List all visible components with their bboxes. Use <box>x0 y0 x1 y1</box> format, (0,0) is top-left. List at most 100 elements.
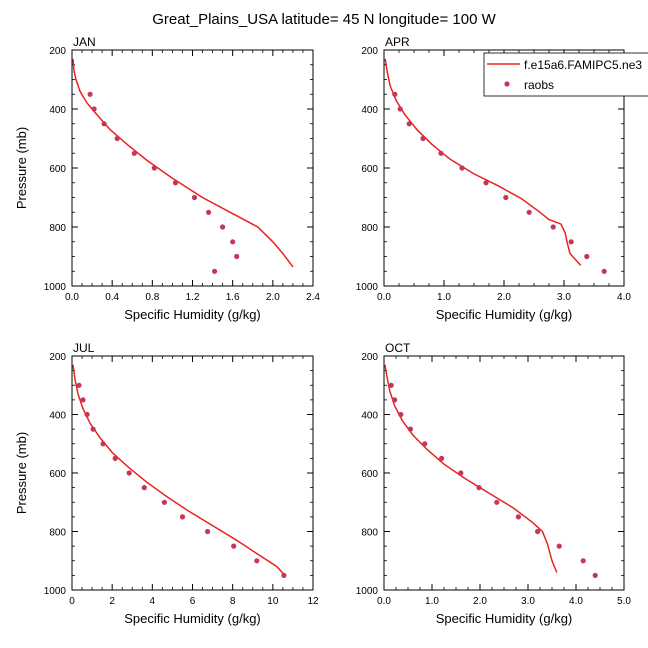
model-line <box>384 364 558 573</box>
x-tick-label: 2.0 <box>497 292 511 303</box>
y-tick-label: 800 <box>49 223 66 234</box>
obs-point <box>112 455 118 461</box>
panel-jul: JUL 0 2 4 6 8 10 12 200 400 600 800 1000 Specific Hum… <box>14 341 319 626</box>
obs-point <box>422 441 428 447</box>
y-tick-label: 800 <box>361 528 378 539</box>
obs-point <box>458 470 464 476</box>
obs-point <box>535 528 541 535</box>
x-tick-label: 0.0 <box>377 596 391 607</box>
x-tick-label: 4.0 <box>617 292 631 303</box>
obs-point <box>281 572 287 579</box>
obs-point <box>179 514 186 520</box>
obs-point <box>254 558 260 564</box>
model-line <box>72 364 286 576</box>
figure-title: Great_Plains_USA latitude= 45 N longitud… <box>152 11 496 28</box>
legend-obs-marker <box>504 81 510 87</box>
obs-point <box>234 253 240 260</box>
x-axis-label: Specific Humidity (g/kg) <box>436 307 573 322</box>
obs-point <box>141 485 147 491</box>
x-tick-label: 1.0 <box>437 292 451 303</box>
y-tick-label: 600 <box>361 469 378 480</box>
obs-point <box>459 165 465 171</box>
obs-point <box>191 194 198 201</box>
obs-point <box>526 209 532 215</box>
x-tick-label: 0.4 <box>105 292 119 303</box>
obs-point <box>101 121 107 127</box>
y-tick-label: 600 <box>361 164 378 175</box>
x-axis-label: Specific Humidity (g/kg) <box>124 611 261 626</box>
x-tick-label: 3.0 <box>521 596 535 607</box>
obs-point <box>80 397 86 403</box>
y-tick-label: 600 <box>49 164 66 175</box>
y-tick-label: 200 <box>361 46 378 57</box>
x-tick-label: 2.0 <box>266 292 280 303</box>
panel-apr: APR 0.0 1.0 2.0 3.0 4.0 200 400 600 800 1000 Specif… <box>356 35 632 322</box>
obs-point <box>494 499 500 505</box>
plot-frame <box>71 49 314 287</box>
obs-point <box>550 224 556 230</box>
x-tick-label: 4.0 <box>569 596 583 607</box>
y-tick-label: 600 <box>49 469 66 480</box>
obs-point <box>87 91 93 97</box>
obs-point <box>100 441 106 447</box>
x-tick-label: 5.0 <box>617 596 631 607</box>
obs-point <box>90 426 96 432</box>
y-axis-label: Pressure (mb) <box>14 432 29 514</box>
plot-frame <box>71 355 314 591</box>
y-axis-label: Pressure (mb) <box>14 127 29 209</box>
x-tick-label: 0.8 <box>145 292 159 303</box>
obs-point <box>212 268 218 274</box>
obs-point <box>584 253 590 260</box>
obs-point <box>601 268 607 274</box>
x-tick-label: 0.0 <box>65 292 79 303</box>
model-line <box>72 58 294 268</box>
obs-point <box>206 209 212 215</box>
x-tick-label: 1.6 <box>226 292 240 303</box>
obs-point <box>397 106 403 112</box>
x-tick-label: 2 <box>109 596 115 607</box>
obs-point <box>205 528 211 535</box>
obs-point <box>592 572 598 579</box>
obs-point <box>503 194 509 201</box>
y-tick-label: 200 <box>49 46 66 57</box>
panel-label: JAN <box>73 35 96 49</box>
legend: f.e15a6.FAMIPC5.ne3 raobs <box>483 52 648 97</box>
y-tick-label: 400 <box>49 105 66 116</box>
obs-point <box>438 150 444 156</box>
x-tick-label: 12 <box>307 596 319 607</box>
y-tick-label: 200 <box>49 352 66 363</box>
x-tick-label: 1.2 <box>186 292 200 303</box>
obs-point <box>114 135 120 142</box>
x-tick-label: 8 <box>230 596 236 607</box>
x-tick-label: 0 <box>69 596 75 607</box>
y-tick-label: 1000 <box>356 282 379 293</box>
y-tick-label: 1000 <box>356 586 379 597</box>
x-axis-label: Specific Humidity (g/kg) <box>124 307 261 322</box>
panel-oct: OCT 0.0 1.0 2.0 3.0 4.0 5.0 200 400 600 800 1000 Spe… <box>356 341 632 626</box>
obs-point <box>515 514 522 520</box>
legend-obs-label: raobs <box>524 78 554 92</box>
obs-point <box>84 411 90 418</box>
obs-point <box>406 121 412 127</box>
y-tick-label: 1000 <box>44 586 67 597</box>
obs-point <box>398 411 404 418</box>
panel-label: JUL <box>73 341 95 355</box>
obs-point <box>392 91 398 97</box>
y-tick-label: 400 <box>49 411 66 422</box>
obs-point <box>151 165 157 171</box>
obs-point <box>76 382 82 388</box>
y-tick-label: 200 <box>361 352 378 363</box>
legend-model-label: f.e15a6.FAMIPC5.ne3 <box>524 58 642 72</box>
x-tick-label: 0.0 <box>377 292 391 303</box>
obs-point <box>407 426 413 432</box>
obs-point <box>420 135 426 142</box>
obs-point <box>483 180 489 186</box>
panel-label: OCT <box>385 341 411 355</box>
obs-point <box>392 397 398 403</box>
obs-point <box>476 485 482 491</box>
legend-box <box>483 52 648 97</box>
obs-point <box>231 543 237 549</box>
obs-point <box>220 224 226 230</box>
